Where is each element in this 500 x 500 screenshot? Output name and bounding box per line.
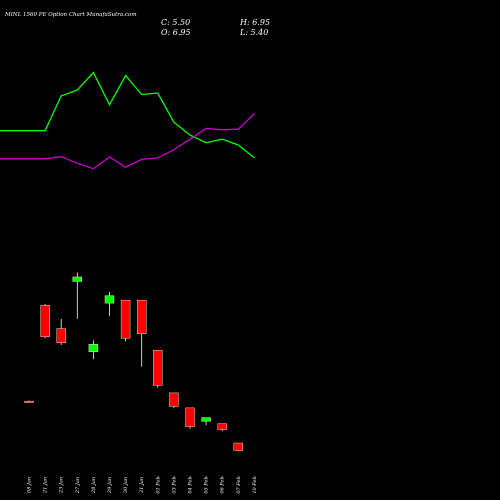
candle-13 (217, 423, 227, 432)
candle-7 (120, 299, 131, 342)
candle-body (153, 350, 163, 386)
candle-body (233, 442, 244, 451)
x-tick-label: 06 Feb (220, 476, 226, 493)
indicator-line-1 (0, 71, 255, 159)
candle-9 (153, 350, 163, 388)
candle-8 (136, 299, 147, 367)
candle-10 (169, 392, 179, 408)
candle-body (88, 344, 99, 352)
x-tick-label: 29 Jan (107, 477, 113, 494)
candle-1 (24, 400, 34, 403)
x-tick-label: 01 Feb (155, 476, 161, 493)
candle-body (201, 417, 211, 422)
x-tick-label: 08 Jan (27, 477, 33, 493)
candle-6 (104, 291, 115, 316)
x-tick-label: 03 Feb (171, 476, 177, 493)
candle-body (185, 407, 195, 427)
x-tick-label: 28 Jan (91, 477, 97, 494)
candle-layer (24, 272, 244, 452)
high-readout: H: 6.95 (239, 18, 270, 27)
candle-body (24, 400, 34, 403)
candle-body (136, 299, 147, 334)
x-axis-labels: 08 Jan 21 Jan 23 Jan 27 Jan 28 Jan 29 Jan 30 J… (27, 476, 258, 494)
close-readout: C: 5.50 (161, 18, 190, 27)
x-tick-label: 10 Feb (252, 476, 258, 493)
x-tick-label: 23 Jan (59, 477, 65, 494)
candle-12 (201, 417, 211, 426)
x-tick-label: 04 Feb (188, 476, 194, 493)
candle-body (169, 392, 179, 407)
candle-5 (88, 340, 99, 360)
chart-title: MINL 1560 PE Option Chart MunafaSutra.co… (4, 12, 137, 18)
x-tick-label: 27 Jan (75, 477, 81, 494)
candle-body (72, 276, 83, 282)
open-readout: O: 6.95 (161, 28, 191, 37)
x-tick-label: 21 Jan (43, 477, 49, 494)
candle-14 (233, 442, 244, 452)
x-tick-label: 05 Feb (204, 476, 210, 493)
candle-body (40, 305, 50, 337)
x-tick-label: 31 Jan (139, 477, 145, 493)
candle-4 (72, 272, 83, 319)
candle-body (217, 423, 227, 430)
candle-body (120, 299, 131, 339)
candle-3 (56, 318, 66, 346)
x-tick-label: 30 Jan (123, 477, 129, 493)
candle-body (104, 295, 115, 304)
candle-2 (40, 303, 50, 339)
x-tick-label: 07 Feb (236, 476, 242, 493)
indicator-line-2 (0, 113, 255, 170)
candle-11 (185, 407, 195, 429)
candle-body (56, 328, 66, 343)
low-readout: L: 5.40 (239, 28, 268, 37)
indicator-layer (0, 71, 255, 170)
